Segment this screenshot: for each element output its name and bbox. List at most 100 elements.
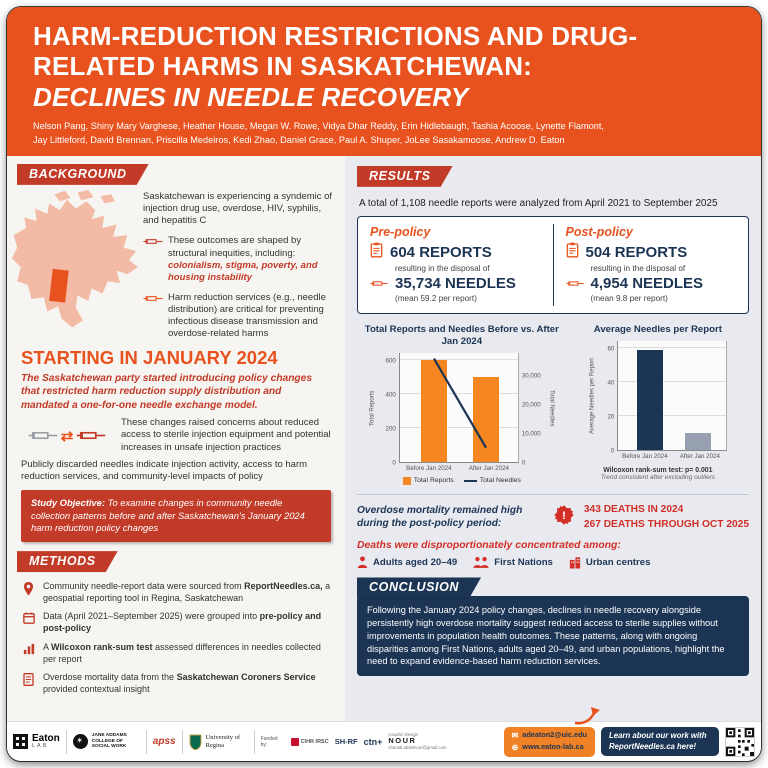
study-objective-label: Study Objective: — [31, 497, 105, 509]
policy-statement: The Saskatchewan party started introduci… — [21, 372, 312, 411]
person-icon — [357, 556, 368, 569]
background-section: Saskatchewan is experiencing a syndemic … — [7, 189, 345, 341]
results-section-label: RESULTS — [357, 166, 453, 187]
building-icon — [569, 557, 581, 569]
chart1-plot — [398, 352, 519, 463]
title-line-1: HARM-REDUCTION RESTRICTIONS AND DRUG- — [33, 21, 638, 51]
title-line-2: RELATED HARMS IN SASKATCHEWAN: — [33, 51, 533, 82]
results-intro: A total of 1,108 needle reports were ana… — [359, 197, 718, 209]
mortality-lead: Overdose mortality remained high during … — [357, 504, 523, 530]
clipboard-icon — [566, 242, 579, 263]
alert-starburst-icon: ! — [553, 504, 575, 531]
legend-swatch-reports — [402, 476, 411, 485]
needle-exchange-graphic: ⇄ — [21, 427, 113, 445]
wilcoxon-note: Wilcoxon rank-sum test: p= 0.001 — [603, 466, 713, 474]
pre-needles-value: 35,734 NEEDLES — [395, 275, 516, 293]
chart-total-reports-needles: Total Reports and Needles Before vs. Aft… — [357, 324, 567, 485]
chart2-ticks: 0 20 40 60 — [607, 345, 615, 455]
study-objective-box: Study Objective: To examine changes in c… — [21, 490, 331, 543]
document-icon — [21, 673, 36, 687]
chart2-y-axis-label: Average Needles per Report — [589, 357, 596, 434]
uregina-logo: University of Regina — [189, 734, 248, 750]
january-2024-heading: STARTING IN JANUARY 2024 — [21, 346, 278, 368]
method-item-grouping: Data (April 2021–September 2025) were gr… — [21, 611, 331, 634]
disparity-adults: Adults aged 20–49 — [357, 556, 457, 569]
mortality-section: Overdose mortality remained high during … — [357, 493, 749, 533]
method-item-reportneedles: Community needle-report data were source… — [21, 581, 331, 604]
post-needles-value: 4,954 NEEDLES — [590, 275, 704, 293]
chart1-right-ticks: 0 10,000 20,000 30,000 — [521, 372, 541, 467]
chart1-title: Total Reports and Needles Before vs. Aft… — [364, 323, 559, 347]
background-p3: Harm reduction services (e.g., needle di… — [143, 292, 335, 341]
disparity-first-nations: First Nations — [473, 556, 553, 569]
email-icon: ✉ — [511, 730, 519, 740]
maple-leaf-icon — [290, 737, 299, 746]
cta-banner[interactable]: Learn about our work with ReportNeedles.… — [601, 727, 719, 756]
arrow-decoration — [574, 707, 600, 725]
method-item-coroners: Overdose mortality data from the Saskatc… — [21, 672, 331, 695]
pre-policy-panel: Pre-policy 604 REPORTS resulting in the … — [358, 224, 553, 306]
saskatchewan-highlight — [49, 268, 69, 303]
chart1-x-labels: Before Jan 2024 After Jan 2024 — [406, 464, 509, 472]
header: HARM-REDUCTION RESTRICTIONS AND DRUG- RE… — [7, 7, 761, 156]
syringe-icon — [143, 237, 163, 284]
post-reports-value: 504 REPORTS — [585, 243, 688, 261]
funders: Funded by: CIHR IRSC SH-RF ctn+ — [260, 735, 383, 748]
legend-swatch-needles — [463, 479, 477, 482]
authors: Nelson Pang, Shiny Mary Varghese, Heathe… — [33, 120, 735, 147]
pre-reports-value: 604 REPORTS — [390, 243, 492, 261]
syringe-icon — [370, 275, 388, 293]
chart1-left-ticks: 0 200 400 600 — [385, 357, 396, 467]
main-content: BACKGROUND Saskatchewan is experiencing … — [7, 155, 761, 721]
clipboard-icon — [370, 242, 383, 263]
chart-average-needles: Average Needles per Report Average Needl… — [567, 324, 749, 485]
mortality-stats: 343 DEATHS IN 2024 267 DEATHS THROUGH OC… — [584, 502, 749, 533]
exchange-arrows-icon: ⇄ — [60, 427, 74, 445]
deaths-2024: 343 DEATHS IN 2024 — [583, 503, 684, 515]
cihr-logo: CIHR IRSC — [290, 737, 329, 746]
syringe-icon — [565, 275, 584, 293]
conclusion-text: Following the January 2024 policy change… — [357, 596, 749, 676]
contact-email[interactable]: adeaton2@uic.edu — [522, 730, 587, 740]
apss-logo: apss — [152, 736, 176, 747]
disparity-urban: Urban centres — [569, 556, 650, 569]
design-credit: Graphic Design NOUR chantal.abdelnour@gm… — [388, 731, 447, 750]
people-icon — [473, 557, 489, 569]
post-policy-panel: Post-policy 504 REPORTS resulting in the… — [552, 223, 749, 306]
contact-website[interactable]: www.eaton-lab.ca — [522, 742, 584, 752]
post-policy-title: Post-policy — [565, 224, 633, 239]
shrf-logo: SH-RF — [334, 737, 358, 746]
methods-list: Community needle-report data were source… — [7, 576, 345, 696]
red-syringe-icon — [76, 431, 106, 440]
jane-addams-logo: JANE ADDAMS COLLEGE OF SOCIAL WORK — [72, 733, 140, 751]
pre-post-stats-card: Pre-policy 604 REPORTS resulting in the … — [357, 215, 749, 314]
charts-row: Total Reports and Needles Before vs. Aft… — [357, 324, 749, 485]
jane-addams-logo-icon — [72, 733, 88, 749]
stats-chart-icon — [21, 643, 36, 655]
chart1-left-axis-label: Total Reports — [369, 390, 376, 426]
globe-icon: ⊕ — [511, 742, 519, 752]
title-line-3: DECLINES IN NEEDLE RECOVERY — [33, 81, 469, 112]
left-column: BACKGROUND Saskatchewan is experiencing … — [7, 155, 345, 721]
qr-code[interactable] — [725, 726, 755, 757]
background-p2: These outcomes are shaped by structural … — [143, 235, 335, 284]
chart2-x-labels: Before Jan 2024 After Jan 2024 — [622, 452, 720, 460]
poster: HARM-REDUCTION RESTRICTIONS AND DRUG- RE… — [7, 7, 761, 761]
eaton-logo-icon — [13, 734, 28, 749]
study-objective-text: To examine changes in community needle c… — [31, 497, 305, 534]
conclusion-section-label: CONCLUSION — [357, 577, 481, 598]
svg-text:!: ! — [562, 510, 566, 522]
chart2-title: Average Needles per Report — [593, 323, 722, 335]
eaton-lab-logo: Eaton LAB — [13, 733, 60, 750]
poster-title: HARM-REDUCTION RESTRICTIONS AND DRUG- RE… — [33, 21, 735, 112]
chart1-legend: Total Reports Total Needles — [368, 476, 556, 485]
gray-syringe-icon — [28, 431, 58, 440]
canada-map — [11, 189, 138, 328]
trend-note: Trend consistent after excluding outlier… — [600, 473, 716, 481]
contact-panel: ✉ adeaton2@uic.edu ⊕ www.eaton-lab.ca — [503, 726, 595, 757]
reportneedles-link[interactable]: ReportNeedles.ca, — [244, 581, 323, 592]
chart1-right-axis-label: Total Needles — [548, 389, 555, 427]
concerns-text: These changes raised concerns about redu… — [121, 417, 331, 453]
background-p1: Saskatchewan is experiencing a syndemic … — [143, 190, 333, 227]
